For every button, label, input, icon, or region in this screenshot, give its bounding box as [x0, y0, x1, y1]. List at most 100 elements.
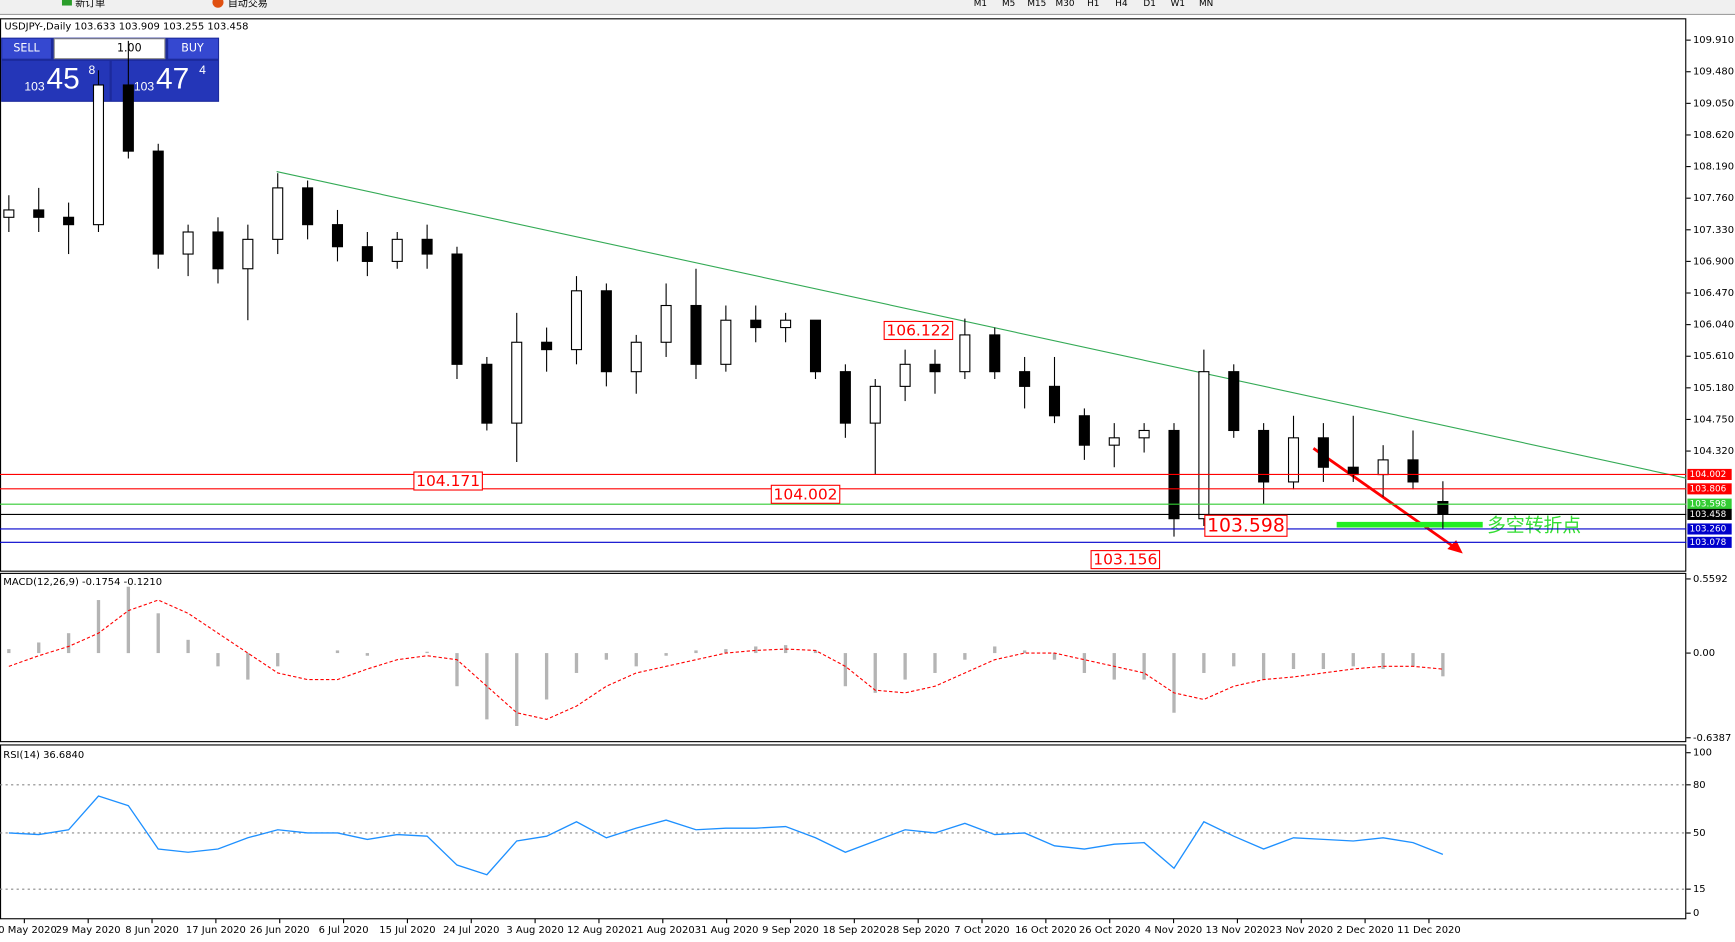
- x-tick-label: 15 Jul 2020: [379, 925, 435, 936]
- candle-body: [3, 209, 15, 218]
- timeframe-button[interactable]: M5: [1002, 0, 1015, 9]
- price-annotation: 104.002: [774, 485, 838, 503]
- y-tick-label: 107.330: [1693, 225, 1734, 236]
- y-tick-label: 105.610: [1693, 351, 1734, 362]
- candle-body: [630, 341, 642, 373]
- rsi-panel: [0, 744, 1687, 920]
- candle-body: [1048, 385, 1061, 417]
- sell-button[interactable]: [2, 38, 51, 59]
- new-order-icon[interactable]: [61, 0, 72, 6]
- candle-body: [391, 238, 403, 262]
- candle-body: [959, 334, 971, 373]
- candle-body: [1138, 429, 1150, 439]
- price-annotation: 106.122: [886, 321, 950, 339]
- price-line-tag: [1687, 508, 1732, 520]
- x-tick-label: 3 Aug 2020: [506, 925, 563, 936]
- buy-label[interactable]: BUY: [181, 42, 204, 55]
- price-annotation: 104.171: [416, 472, 480, 490]
- timeframe-button[interactable]: MN: [1199, 0, 1213, 9]
- y-tick-label: 0.5592: [1693, 574, 1728, 585]
- arrow-line[interactable]: [1312, 447, 1455, 548]
- x-tick-label: 8 Jun 2020: [125, 925, 179, 936]
- rsi-title: RSI(14) 36.6840: [3, 750, 84, 761]
- x-tick-label: 21 Aug 2020: [631, 925, 695, 936]
- one-click-panel: SELL 1.00 BUY 103 45 8 103 47 4: [1, 37, 220, 102]
- price-annotation: 103.598: [1207, 515, 1285, 536]
- y-tick-label: 106.470: [1693, 288, 1734, 299]
- new-order-button[interactable]: 新订单: [75, 0, 105, 9]
- macd-signal: [8, 599, 1443, 720]
- y-tick-label: 109.480: [1693, 67, 1734, 78]
- x-tick-label: 6 Jul 2020: [319, 925, 369, 936]
- x-tick-label: 16 Oct 2020: [1015, 925, 1077, 936]
- candle-body: [1228, 371, 1240, 432]
- lots-value[interactable]: 1.00: [117, 42, 142, 55]
- price-line-label: 103.598: [1690, 500, 1727, 510]
- price-line-label: 104.002: [1690, 470, 1727, 480]
- ask-big: 103: [134, 80, 155, 94]
- price-annotation-box: [413, 471, 483, 491]
- price-annotation-box: [1204, 514, 1288, 537]
- trend-line[interactable]: [276, 171, 1687, 479]
- price-line-tag: [1687, 483, 1732, 495]
- x-tick-label: 12 Aug 2020: [567, 925, 631, 936]
- candle-body: [1019, 371, 1031, 387]
- candle-body: [750, 319, 762, 329]
- timeframe-button[interactable]: H1: [1087, 0, 1099, 9]
- y-tick-label: 106.040: [1693, 320, 1734, 331]
- y-tick-label: 15: [1693, 884, 1706, 895]
- y-tick-label: 100: [1693, 748, 1712, 759]
- y-tick-label: 108.620: [1693, 130, 1734, 141]
- candle-body: [511, 341, 523, 424]
- bid-main: 45: [46, 63, 79, 96]
- timeframe-button[interactable]: H4: [1115, 0, 1128, 9]
- candle-body: [33, 209, 45, 218]
- x-tick-label: 28 Sep 2020: [887, 925, 950, 936]
- x-tick-label: 20 May 2020: [0, 925, 57, 936]
- chart-title: USDJPY-,Daily 103.633 103.909 103.255 10…: [4, 22, 248, 33]
- y-tick-label: 107.760: [1693, 193, 1734, 204]
- candle-body: [600, 290, 612, 373]
- timeframe-bar: M1 M5 M15 M30 H1 H4 D1 W1 MN: [974, 0, 1213, 9]
- price-annotation-box: [1090, 550, 1161, 570]
- sell-label[interactable]: SELL: [13, 42, 40, 55]
- candle-body: [869, 385, 881, 424]
- candle-body: [272, 187, 284, 240]
- auto-trading-button[interactable]: 自动交易: [228, 0, 268, 9]
- candle-body: [1437, 501, 1449, 515]
- candle-body: [570, 290, 583, 351]
- buy-button[interactable]: [168, 38, 218, 59]
- timeframe-button[interactable]: W1: [1171, 0, 1185, 9]
- candle-body: [1108, 437, 1120, 446]
- candle-body: [421, 238, 433, 255]
- candle-body: [541, 341, 553, 351]
- candle-body: [989, 334, 1001, 373]
- candle-body: [1287, 437, 1300, 483]
- pivot-note: 多空转折点: [1487, 514, 1581, 536]
- x-tick-label: 4 Nov 2020: [1145, 925, 1202, 936]
- price-line-tag: [1687, 498, 1732, 510]
- candle-body: [1377, 459, 1389, 476]
- y-tick-label: 50: [1693, 828, 1706, 839]
- candle-body: [92, 84, 105, 226]
- y-tick-label: 109.050: [1693, 98, 1734, 109]
- candle-body: [302, 187, 314, 226]
- candle-body: [660, 304, 672, 343]
- price-annotation: 103.156: [1093, 551, 1157, 569]
- lots-field[interactable]: [53, 38, 166, 60]
- candle-body: [152, 150, 164, 255]
- timeframe-button[interactable]: D1: [1143, 0, 1155, 9]
- timeframe-button[interactable]: M30: [1056, 0, 1075, 9]
- y-tick-label: 0.00: [1693, 648, 1715, 659]
- candle-body: [929, 363, 941, 373]
- auto-trading-icon[interactable]: [212, 0, 224, 8]
- rsi-line: [8, 795, 1444, 876]
- main-panel: [0, 18, 1687, 572]
- y-tick-label: 106.900: [1693, 256, 1734, 267]
- timeframe-button[interactable]: M1: [974, 0, 987, 9]
- bid-box[interactable]: [2, 60, 110, 101]
- candle-body: [690, 304, 702, 365]
- x-tick-label: 24 Jul 2020: [443, 925, 499, 936]
- timeframe-button[interactable]: M15: [1027, 0, 1046, 9]
